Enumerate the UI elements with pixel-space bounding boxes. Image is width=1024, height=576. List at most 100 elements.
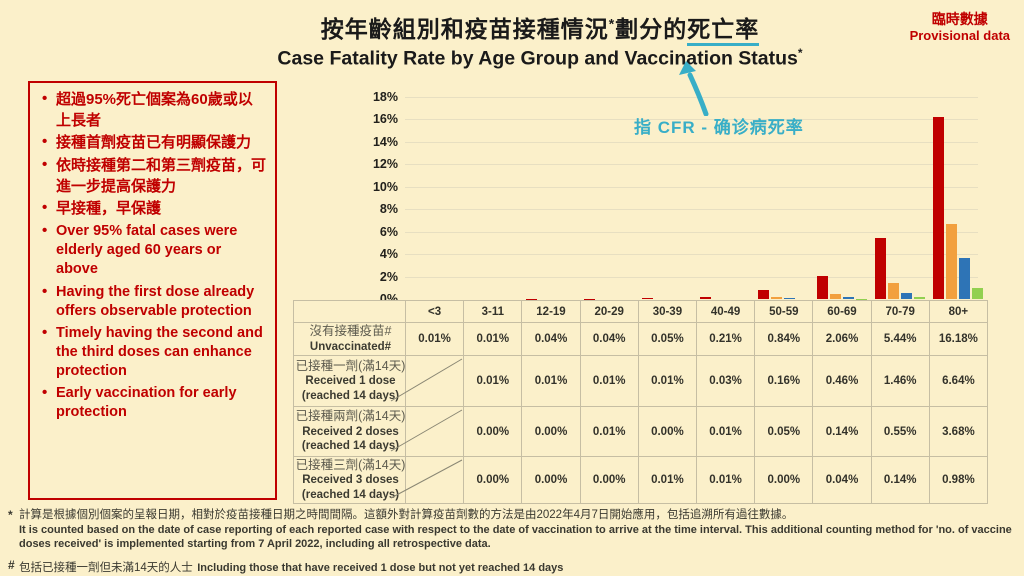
table-row-label: 已接種兩劑(滿14天) Received 2 doses (reached 14 d… (294, 407, 406, 457)
table-value-cell: 0.01% (697, 457, 756, 504)
y-axis-tick-label: 10% (372, 179, 398, 194)
bar-50-59-series1 (771, 297, 783, 299)
table-col-header: 12-19 (522, 301, 581, 323)
table-value-cell: 0.01% (464, 356, 523, 407)
table-value-cell: 0.00% (638, 407, 697, 457)
footnote-star-zh: 計算是根據個別個案的呈報日期，相對於疫苗接種日期之時間間隔。這額外對計算疫苗劑數… (19, 509, 794, 521)
provisional-data-label: 臨時數據 Provisional data (910, 10, 1010, 45)
y-axis-tick-label: 16% (372, 112, 398, 127)
gridline (405, 254, 978, 256)
table-value-cell (406, 457, 465, 504)
table-value-cell: 0.03% (697, 356, 756, 407)
table-col-header: 70-79 (871, 301, 930, 323)
bar-60-69-series1 (829, 293, 841, 299)
title-asterisk: * (608, 15, 616, 32)
bar-80+-series1 (945, 224, 957, 299)
table-value-cell: 0.05% (755, 407, 814, 457)
title-zh: 按年齡組別和疫苗接種情況*劃分的死亡率 (250, 10, 830, 46)
gridline (405, 186, 978, 188)
table-value-cell: 0.01% (638, 457, 697, 504)
table-value-cell: 0.00% (464, 407, 523, 457)
footnotes: * 計算是根據個別個案的呈報日期，相對於疫苗接種日期之時間間隔。這額外對計算疫苗… (8, 508, 1016, 576)
title-zh-mid: 劃分的 (615, 16, 688, 42)
table-value-cell: 0.98% (929, 457, 988, 504)
table-value-cell: 0.00% (522, 457, 581, 504)
gridline (405, 141, 978, 143)
bar-80+-series2 (958, 257, 970, 299)
row-label-en: Received 3 doses (302, 474, 399, 487)
table-value-cell: 0.04% (522, 323, 581, 356)
gridline (405, 276, 978, 278)
row-label-zh: 已接種兩劑(滿14天) (295, 409, 406, 424)
bar-70-79-series0 (874, 237, 886, 299)
footnote-hash-zh: 包括已接種一劑但未滿14天的人士 (19, 561, 193, 574)
provisional-en: Provisional data (909, 28, 1010, 44)
table-value-cell: 6.64% (929, 356, 988, 407)
table-value-cell: 0.00% (580, 457, 639, 504)
key-message-zh: 接種首劑疫苗已有明顯保護力 (42, 132, 267, 154)
table-row-label: 已接種一劑(滿14天) Received 1 dose (reached 14 da… (294, 356, 406, 407)
cfr-data-table: <3 3-11 12-19 20-29 30-39 40-49 50-59 60-69 70-7… (293, 300, 988, 504)
key-message-zh: 早接種，早保護 (42, 198, 267, 220)
row-label-en: Unvaccinated# (309, 340, 392, 353)
table-value-cell: 0.01% (522, 356, 581, 407)
bar-70-79-series1 (887, 282, 899, 299)
y-axis-tick-label: 6% (379, 224, 398, 239)
key-message-en: Over 95% fatal cases were elderly aged 6… (42, 221, 267, 279)
table-value-cell: 0.21% (697, 323, 756, 356)
row-label-en: Received 2 doses (302, 425, 399, 438)
row-label-zh: 已接種一劑(滿14天) (295, 358, 406, 373)
key-messages-zh-list: 超過95%死亡個案為60歲或以上長者接種首劑疫苗已有明顯保護力依時接種第二和第三… (38, 89, 267, 220)
key-message-zh: 依時接種第二和第三劑疫苗，可進一步提高保護力 (42, 155, 267, 197)
key-message-en: Having the first dose already offers obs… (42, 281, 267, 321)
table-value-cell: 0.00% (522, 407, 581, 457)
bar-80+-series0 (932, 117, 944, 299)
row-label-en: (reached 14 days) (301, 488, 400, 501)
table-value-cell: 0.14% (813, 407, 872, 457)
footnote-star-en: It is counted based on the date of case … (19, 523, 1012, 551)
y-axis-tick-label: 18% (372, 90, 398, 104)
table-value-cell: 0.46% (813, 356, 872, 407)
table-col-header: 40-49 (697, 301, 756, 323)
bar-50-59-series2 (784, 298, 796, 299)
table-col-header: 80+ (929, 301, 988, 323)
table-col-header: 50-59 (755, 301, 814, 323)
key-message-en: Early vaccination for early protection (42, 383, 267, 422)
footnote-hash-marker: # (8, 557, 15, 572)
table-col-header: 60-69 (813, 301, 872, 323)
footnote-hash: # 包括已接種一劑但未滿14天的人士 Including those that … (8, 558, 1016, 576)
table-col-header: 3-11 (464, 301, 523, 323)
row-label-zh: 已接種三劑(滿14天) (295, 457, 406, 472)
title-en: Case Fatality Rate by Age Group and Vacc… (277, 46, 803, 70)
y-axis-tick-label: 12% (372, 157, 398, 172)
key-message-en: Timely having the second and the third d… (42, 323, 267, 381)
table-col-header: 30-39 (638, 301, 697, 323)
table-row-label: 已接種三劑(滿14天) Received 3 doses (reached 14 d… (294, 457, 406, 504)
table-value-cell: 0.01% (406, 323, 465, 356)
table-value-cell (406, 356, 465, 407)
key-messages-en-list: Over 95% fatal cases were elderly aged 6… (38, 221, 267, 422)
table-value-cell: 0.14% (871, 457, 930, 504)
table-value-cell: 0.01% (697, 407, 756, 457)
table-value-cell: 3.68% (929, 407, 988, 457)
gridline (405, 231, 978, 233)
y-axis-tick-label: 14% (372, 134, 398, 149)
table-col-header: 20-29 (580, 301, 639, 323)
title-en-asterisk: * (797, 46, 803, 60)
table-value-cell: 0.01% (580, 356, 639, 407)
table-value-cell: 0.04% (580, 323, 639, 356)
provisional-zh: 臨時數據 (931, 11, 988, 27)
row-label-zh: 沒有接種疫苗# (309, 324, 392, 338)
row-label-en: (reached 14 days) (301, 389, 400, 402)
table-corner-cell (294, 301, 406, 323)
table-value-cell: 0.84% (755, 323, 814, 356)
table-value-cell: 0.00% (464, 457, 523, 504)
footnote-star: * 計算是根據個別個案的呈報日期，相對於疫苗接種日期之時間間隔。這額外對計算疫苗… (8, 508, 1016, 552)
table-value-cell: 0.16% (755, 356, 814, 407)
bar-70-79-series3 (913, 297, 925, 299)
y-axis-tick-label: 2% (379, 269, 398, 284)
bar-60-69-series2 (842, 297, 854, 299)
bar-50-59-series0 (758, 289, 770, 299)
title-zh-underlined-term: 死亡率 (687, 16, 760, 46)
row-label-en: (reached 14 days) (301, 440, 400, 453)
